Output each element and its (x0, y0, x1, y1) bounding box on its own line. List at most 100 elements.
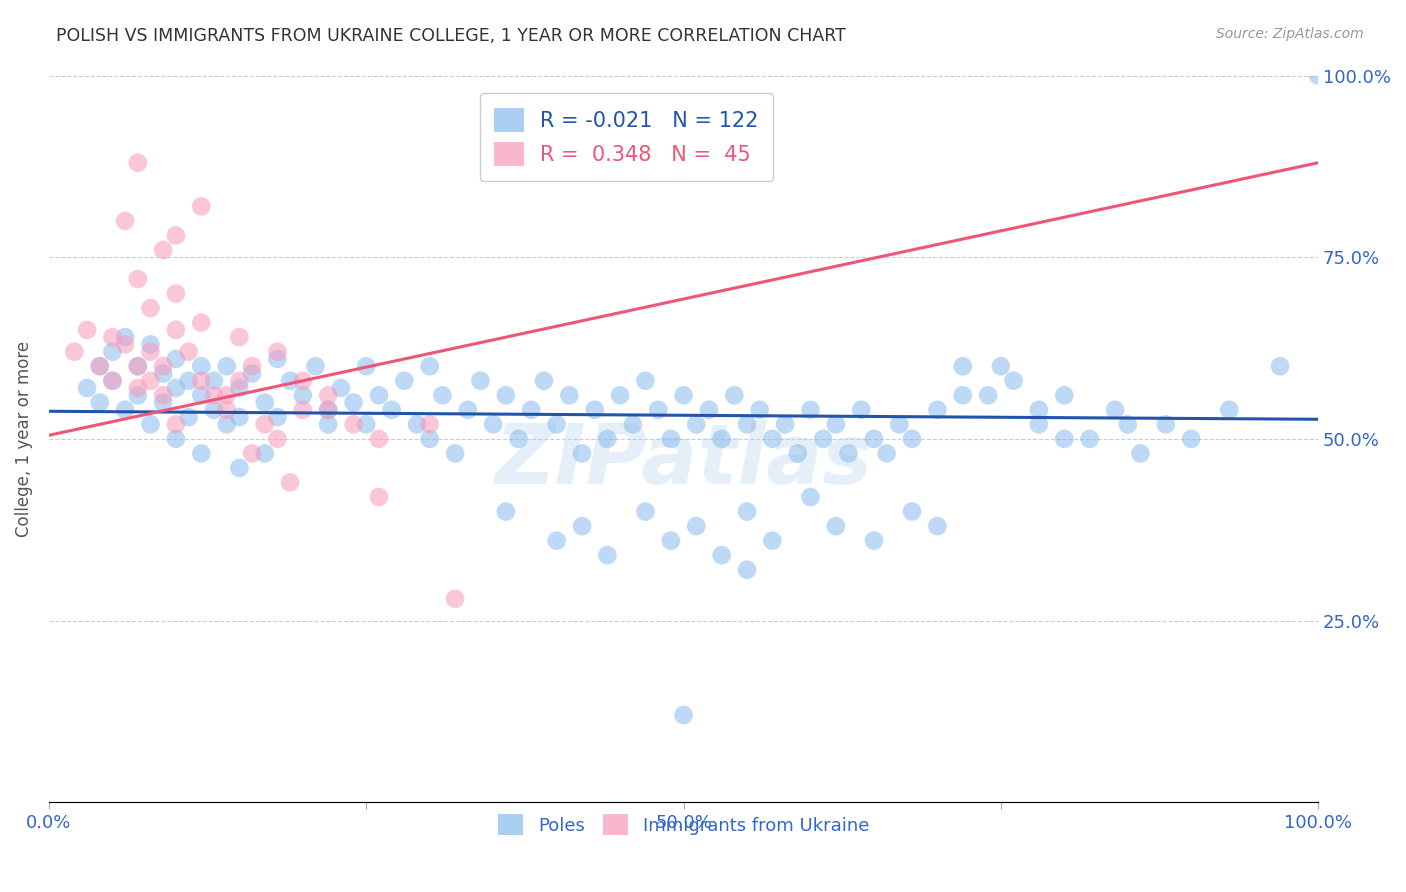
Point (190, 446, 212, 460)
Point (89, 359, 111, 374)
Point (228, 381, 250, 395)
Point (152, 388, 174, 402)
Point (419, 432, 441, 446)
Point (304, 359, 326, 374)
Point (329, 381, 352, 395)
Point (609, 388, 631, 402)
Point (647, 402, 669, 417)
Point (165, 381, 187, 395)
Point (444, 446, 467, 460)
Point (177, 374, 200, 388)
Point (139, 417, 162, 432)
Point (215, 359, 238, 374)
Point (101, 330, 124, 344)
Point (240, 367, 263, 381)
Point (127, 359, 149, 374)
Point (139, 301, 162, 315)
Point (495, 388, 517, 402)
Point (1129, 446, 1152, 460)
Point (533, 374, 555, 388)
Point (1028, 417, 1050, 432)
Point (101, 344, 124, 359)
Point (76, 381, 98, 395)
Point (368, 388, 391, 402)
Point (634, 505, 657, 519)
Point (63, 344, 86, 359)
Point (927, 519, 949, 533)
Point (520, 402, 543, 417)
Point (139, 374, 162, 388)
Point (634, 374, 657, 388)
Point (596, 432, 619, 446)
Point (583, 402, 606, 417)
Point (419, 359, 441, 374)
Point (368, 490, 391, 504)
Point (735, 505, 758, 519)
Point (266, 432, 288, 446)
Point (240, 446, 263, 460)
Point (356, 359, 378, 374)
Point (838, 446, 860, 460)
Point (546, 533, 568, 548)
Text: POLISH VS IMMIGRANTS FROM UKRAINE COLLEGE, 1 YEAR OR MORE CORRELATION CHART: POLISH VS IMMIGRANTS FROM UKRAINE COLLEG… (56, 27, 846, 45)
Point (1002, 374, 1025, 388)
Point (863, 533, 886, 548)
Point (190, 374, 212, 388)
Point (495, 505, 517, 519)
Point (215, 388, 238, 402)
Point (1053, 388, 1076, 402)
Point (811, 432, 834, 446)
Point (215, 402, 238, 417)
Point (266, 410, 288, 425)
Point (723, 388, 745, 402)
Point (773, 417, 796, 432)
Point (114, 330, 136, 344)
Point (621, 417, 644, 432)
Point (419, 417, 441, 432)
Point (1180, 432, 1202, 446)
Point (152, 367, 174, 381)
Point (685, 519, 707, 533)
Point (291, 388, 314, 402)
Point (697, 402, 720, 417)
Point (291, 374, 314, 388)
Point (824, 519, 846, 533)
Point (127, 272, 149, 286)
Point (152, 243, 174, 257)
Point (685, 417, 707, 432)
Point (202, 374, 225, 388)
Point (990, 359, 1012, 374)
Point (786, 446, 808, 460)
Point (1028, 402, 1050, 417)
Point (672, 708, 695, 723)
Point (596, 548, 619, 562)
Point (863, 432, 886, 446)
Point (368, 432, 391, 446)
Point (177, 344, 200, 359)
Point (228, 410, 250, 425)
Point (190, 359, 212, 374)
Point (457, 402, 479, 417)
Point (114, 402, 136, 417)
Point (901, 432, 924, 446)
Point (202, 388, 225, 402)
Point (165, 351, 187, 366)
Point (89, 359, 111, 374)
Point (1116, 417, 1139, 432)
Point (977, 388, 1000, 402)
Point (901, 505, 924, 519)
Point (127, 388, 149, 402)
Point (165, 417, 187, 432)
Point (659, 432, 682, 446)
Point (76, 323, 98, 337)
Point (470, 374, 492, 388)
Point (571, 519, 593, 533)
Text: Source: ZipAtlas.com: Source: ZipAtlas.com (1216, 27, 1364, 41)
Point (89, 395, 111, 409)
Point (342, 395, 364, 409)
Point (139, 344, 162, 359)
Y-axis label: College, 1 year or more: College, 1 year or more (15, 341, 32, 537)
Point (558, 388, 581, 402)
Point (1268, 359, 1291, 374)
Point (165, 432, 187, 446)
